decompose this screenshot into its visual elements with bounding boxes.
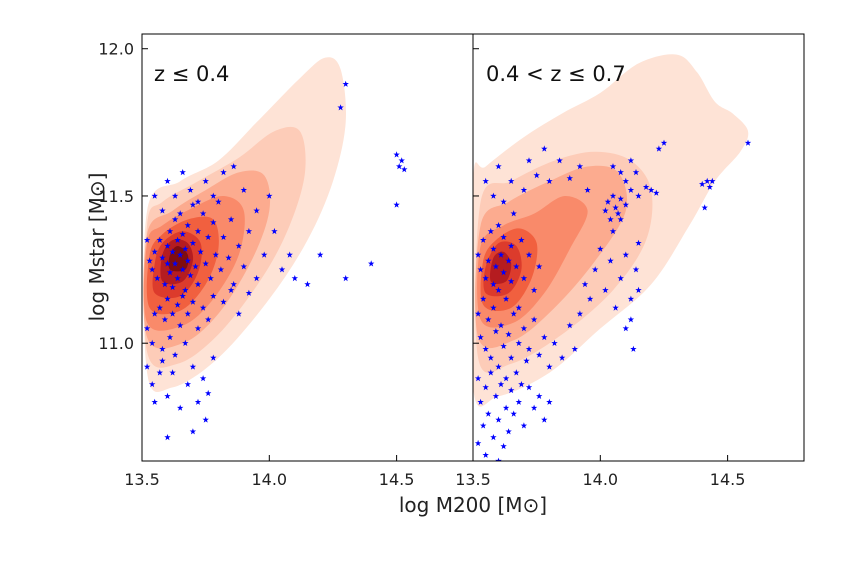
cluster-point-high-z-73 <box>530 404 538 411</box>
y-tick-label-1: 11.5 <box>98 187 134 206</box>
cluster-point-high-z-138 <box>630 345 637 352</box>
density-contours-low-z <box>143 57 347 392</box>
cluster-point-low-z-118 <box>401 166 408 173</box>
cluster-point-low-z-109 <box>304 280 311 288</box>
cluster-point-high-z-65 <box>500 442 507 450</box>
cluster-point-low-z-108 <box>291 275 298 282</box>
cluster-point-low-z-93 <box>164 177 171 184</box>
cluster-point-high-z-66 <box>502 404 510 411</box>
cluster-point-high-z-75 <box>541 416 548 423</box>
cluster-point-high-z-79 <box>474 439 482 447</box>
x-tick-label-low-z-1: 14.0 <box>251 470 287 489</box>
y-tick-label-0: 11.0 <box>98 334 134 353</box>
cluster-point-high-z-74 <box>536 392 543 399</box>
x-tick-label-low-z-0: 13.5 <box>124 470 160 489</box>
cluster-point-low-z-112 <box>368 260 375 267</box>
density-contours-high-z <box>473 54 749 407</box>
cluster-point-low-z-115 <box>393 151 400 158</box>
cluster-point-high-z-69 <box>510 410 517 417</box>
cluster-point-high-z-67 <box>505 428 512 435</box>
cluster-point-low-z-84 <box>194 398 202 405</box>
cluster-point-high-z-61 <box>490 434 497 441</box>
x-tick-label-low-z-2: 14.5 <box>379 470 415 489</box>
panel-label-high-z: 0.4 < z ≤ 0.7 <box>486 62 626 86</box>
cluster-point-high-z-71 <box>520 422 528 429</box>
axes: 13.5 14.0 14.5 11.0 11.5 12.0 13.5 14.0 14.5 <box>98 40 745 489</box>
cluster-point-high-z-136 <box>701 204 708 211</box>
cluster-point-high-z-57 <box>480 422 487 429</box>
x-tick-label-high-z-0: 13.5 <box>455 470 491 489</box>
cluster-point-high-z-77 <box>482 451 489 458</box>
x-tick-label-high-z-1: 14.0 <box>582 470 618 489</box>
cluster-point-low-z-119 <box>393 201 400 208</box>
cluster-point-high-z-59 <box>485 410 492 417</box>
y-axis-label: log Mstar [M⊙] <box>85 173 109 322</box>
cluster-point-high-z-76 <box>546 398 553 405</box>
cluster-point-high-z-109 <box>622 325 629 332</box>
cluster-point-high-z-110 <box>627 316 635 323</box>
cluster-point-low-z-95 <box>179 169 186 176</box>
cluster-point-low-z-81 <box>177 404 184 411</box>
cluster-point-low-z-89 <box>189 428 197 435</box>
cluster-point-low-z-110 <box>317 251 324 258</box>
cluster-point-low-z-117 <box>398 157 405 164</box>
plot-frame-right <box>472 33 805 462</box>
cluster-point-low-z-88 <box>164 434 171 441</box>
panel-label-low-z: z ≤ 0.4 <box>154 62 229 86</box>
cluster-point-low-z-85 <box>199 375 207 382</box>
cluster-point-low-z-76 <box>151 398 158 405</box>
x-axis-label: log M200 [M⊙] <box>399 493 547 517</box>
panel-high-z <box>473 54 752 461</box>
x-tick-label-high-z-2: 14.5 <box>710 470 746 489</box>
cluster-point-low-z-86 <box>205 389 212 397</box>
cluster-point-high-z-70 <box>515 398 522 405</box>
cluster-point-low-z-79 <box>164 392 171 399</box>
cluster-point-high-z-63 <box>495 416 502 423</box>
y-tick-label-2: 12.0 <box>98 40 134 59</box>
cluster-point-low-z-111 <box>342 275 349 282</box>
cluster-point-low-z-116 <box>396 163 403 170</box>
cluster-point-low-z-90 <box>202 416 209 423</box>
panel-low-z <box>143 57 408 441</box>
